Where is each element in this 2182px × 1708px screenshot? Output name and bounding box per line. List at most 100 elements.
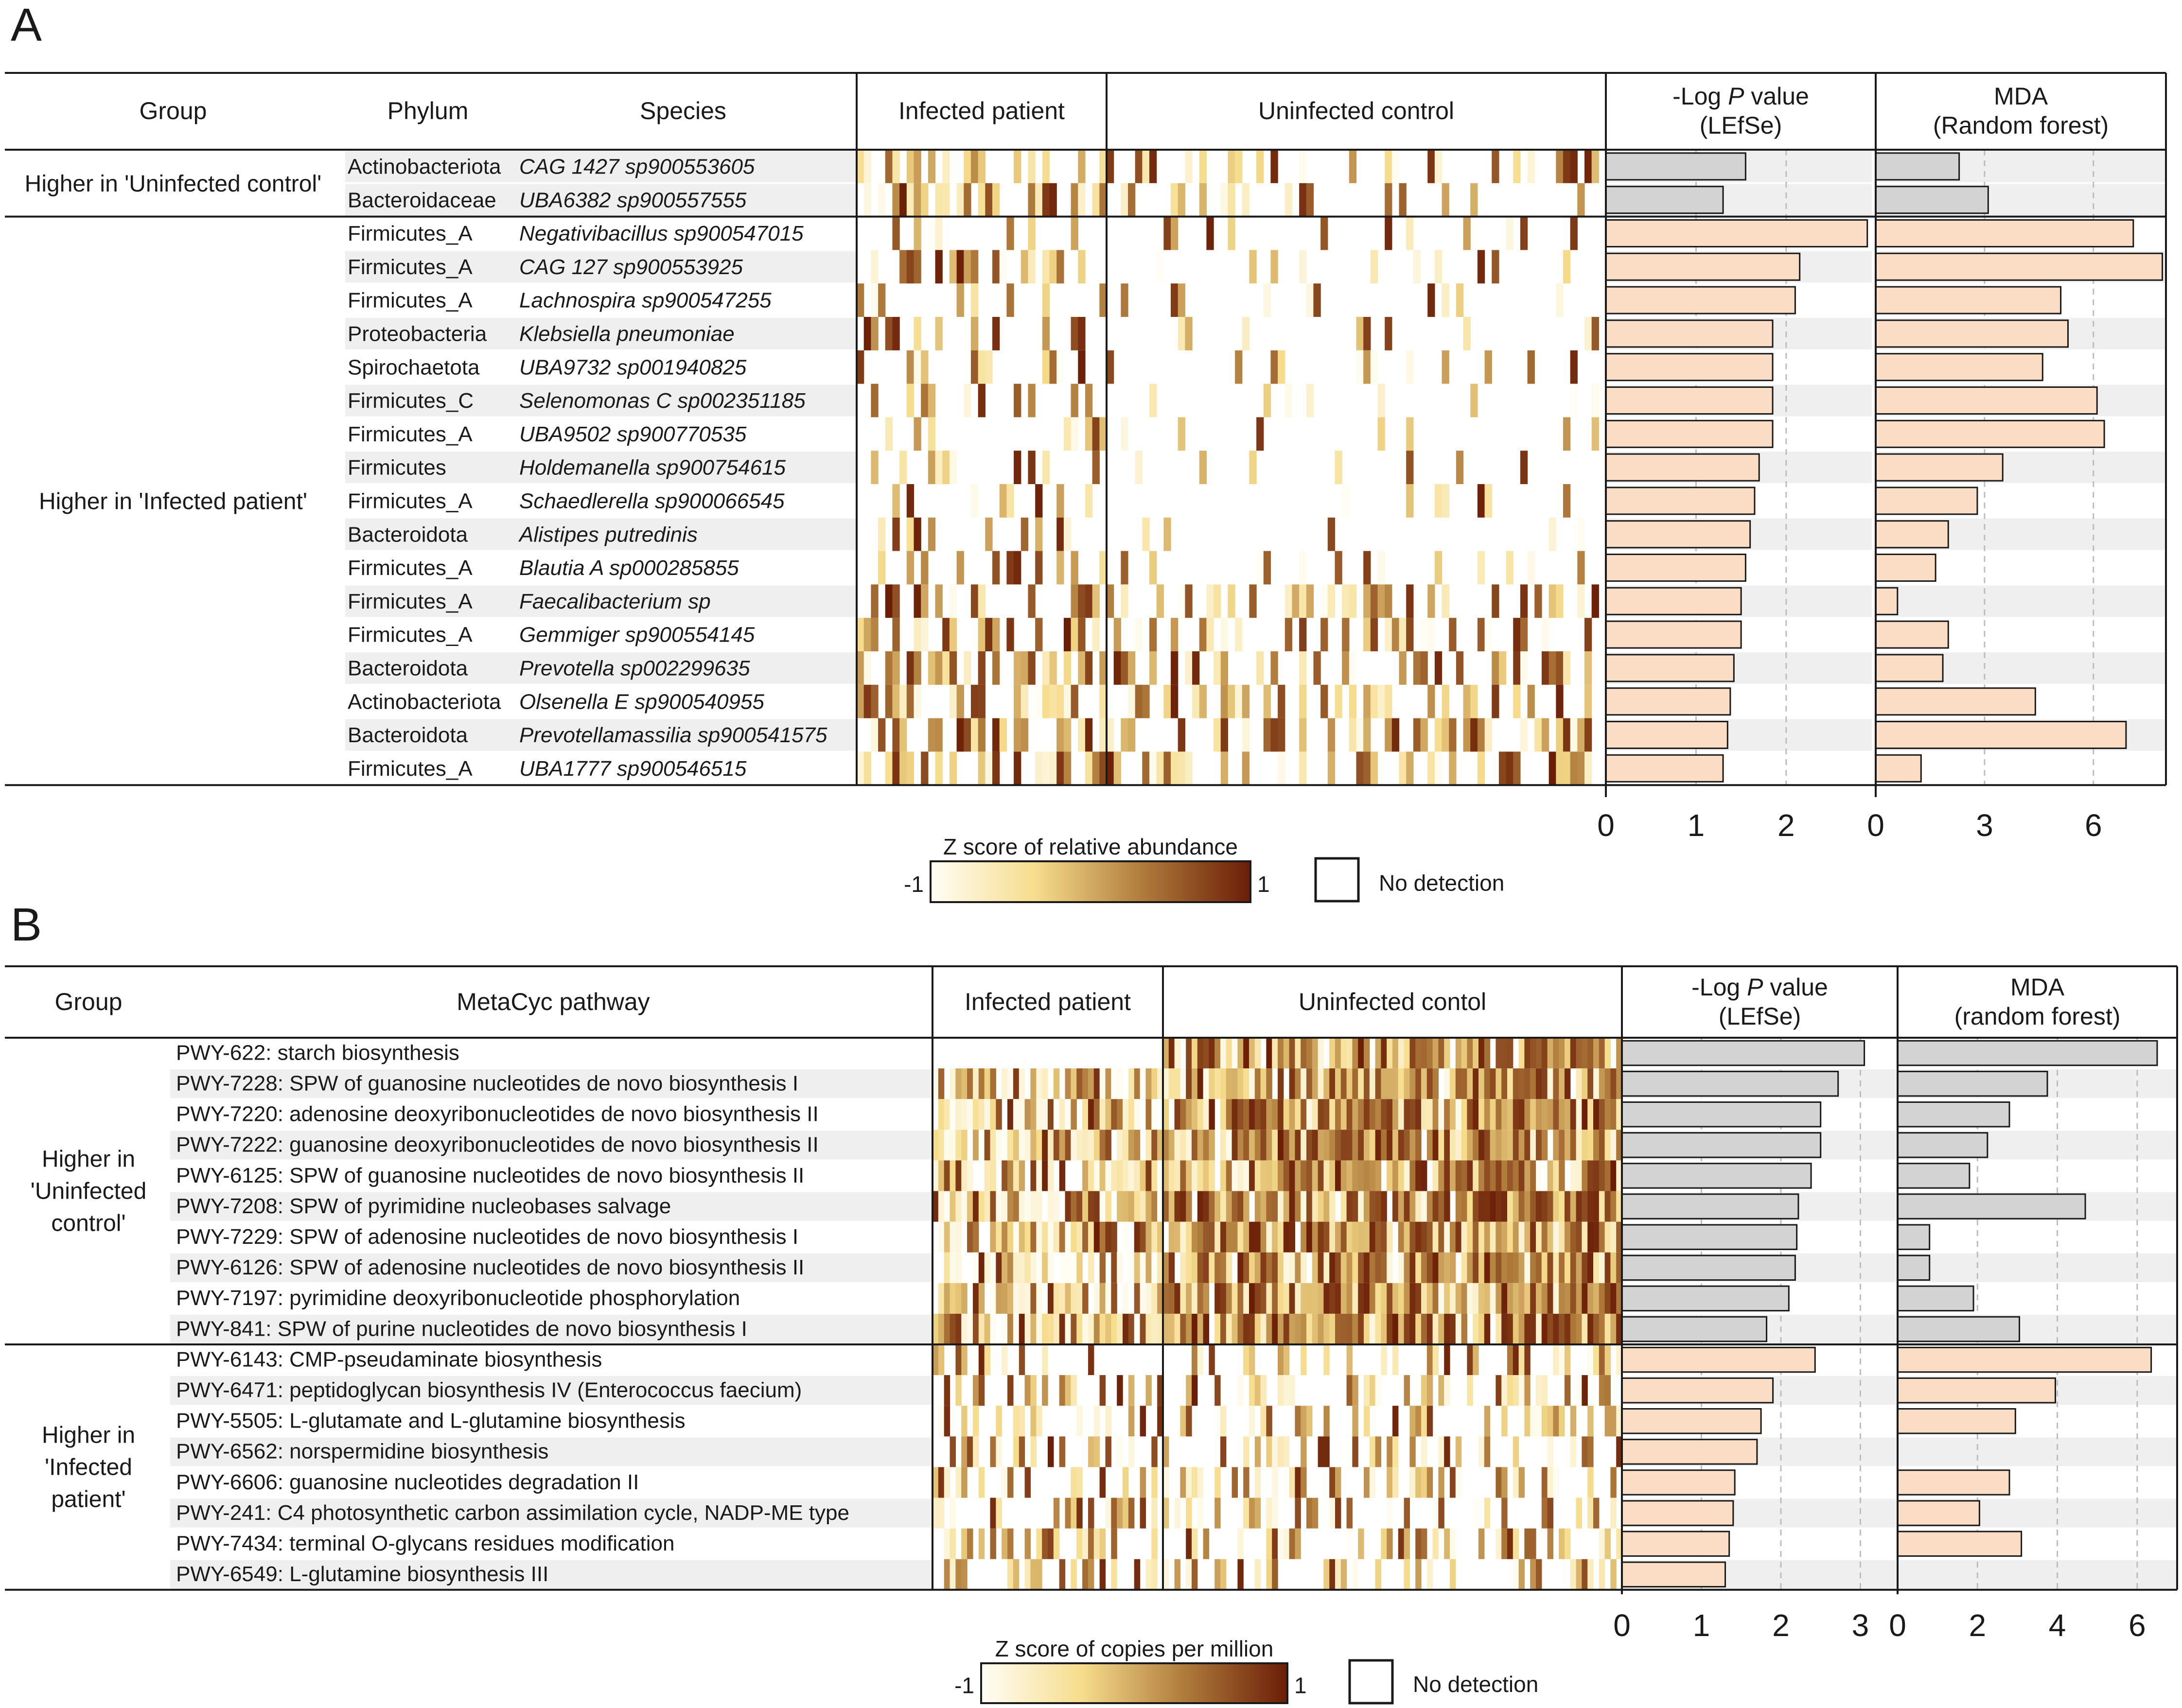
heatmap-cell <box>1306 1099 1313 1130</box>
heatmap-cell <box>928 517 936 551</box>
heatmap-cell <box>1140 1068 1146 1099</box>
heatmap-cell <box>961 1130 968 1161</box>
heatmap-cell <box>1048 1099 1054 1130</box>
heatmap-cell <box>1157 1068 1163 1099</box>
heatmap-cell <box>1117 1130 1123 1161</box>
heatmap-cell <box>1587 1191 1594 1222</box>
heatmap-cell <box>1501 1375 1508 1406</box>
heatmap-cell <box>1235 150 1243 183</box>
heatmap-cell <box>1085 718 1093 752</box>
heatmap-cell <box>955 1191 962 1222</box>
heatmap-cell <box>1157 1252 1163 1283</box>
heatmap-cell <box>1387 1068 1393 1099</box>
heatmap-cell <box>996 1130 1002 1161</box>
mda-tick-label: 0 <box>1889 1608 1906 1643</box>
heatmap-cell <box>1438 1436 1444 1467</box>
heatmap-cell <box>1467 1344 1473 1376</box>
heatmap-cell <box>1513 1313 1519 1344</box>
heatmap-cell <box>1524 1221 1531 1253</box>
heatmap-cell <box>1484 1191 1491 1222</box>
heatmap-cell <box>1599 1191 1605 1222</box>
heatmap-cell <box>1496 1375 1502 1406</box>
heatmap-cell <box>928 417 936 451</box>
heatmap-cell <box>1197 1221 1204 1253</box>
heatmap-cell <box>1527 350 1535 384</box>
heatmap-cell <box>1228 183 1235 217</box>
heatmap-cell <box>1426 1375 1433 1406</box>
heatmap-cell <box>1024 1467 1031 1498</box>
row-stripe <box>345 184 857 216</box>
heatmap-cell <box>1570 1406 1577 1437</box>
heatmap-cell <box>1266 1406 1272 1437</box>
heatmap-cell <box>961 1467 968 1498</box>
heatmap-cell <box>1318 1099 1324 1130</box>
heatmap-cell <box>1534 718 1542 752</box>
heatmap-cell <box>1278 1344 1284 1376</box>
heatmap-cell <box>1082 1068 1089 1099</box>
heatmap-cell <box>1243 1313 1249 1344</box>
heatmap-cell <box>1438 1498 1444 1529</box>
heatmap-cell <box>928 216 936 250</box>
heatmap-cell <box>1289 1313 1295 1344</box>
heatmap-cell <box>1180 1160 1186 1191</box>
heatmap-cell <box>1266 1191 1272 1222</box>
heatmap-cell <box>892 517 900 551</box>
heatmap-cell <box>1576 1283 1582 1314</box>
heatmap-cell <box>1335 684 1342 718</box>
heatmap-cell <box>863 183 871 217</box>
heatmap-cell <box>1299 751 1307 785</box>
heatmap-cell <box>1387 1498 1393 1529</box>
heatmap-cell <box>1391 618 1400 651</box>
heatmap-cell <box>1576 1559 1582 1590</box>
heatmap-cell <box>1438 1375 1444 1406</box>
heatmap-cell <box>1099 1313 1106 1344</box>
heatmap-cell <box>1582 1313 1588 1344</box>
heatmap-cell <box>1467 1038 1473 1069</box>
header-infected: Infected patient <box>965 988 1131 1015</box>
heatmap-cell <box>970 584 979 618</box>
heatmap-cell <box>1019 1160 1025 1191</box>
heatmap-cell <box>1484 1252 1491 1283</box>
heatmap-cell <box>1593 1099 1600 1130</box>
heatmap-cell <box>1123 1467 1129 1498</box>
heatmap-cell <box>1099 1528 1106 1559</box>
heatmap-cell <box>1226 1038 1232 1069</box>
heatmap-cell <box>1007 1191 1014 1222</box>
species-label: Negativibacillus sp900547015 <box>519 222 804 245</box>
heatmap-cell <box>1059 1252 1066 1283</box>
heatmap-cell <box>1513 1283 1519 1314</box>
heatmap-cell <box>1030 1559 1037 1590</box>
heatmap-cell <box>1301 1099 1307 1130</box>
heatmap-cell <box>1078 150 1086 183</box>
heatmap-cell <box>1513 1068 1519 1099</box>
heatmap-cell <box>1056 684 1064 718</box>
heatmap-cell <box>1099 1068 1106 1099</box>
heatmap-cell <box>1587 1252 1594 1283</box>
heatmap-cell <box>1197 1038 1204 1069</box>
heatmap-cell <box>1610 1467 1617 1498</box>
heatmap-cell <box>1053 1528 1060 1559</box>
heatmap-cell <box>1174 1068 1180 1099</box>
heatmap-cell <box>1427 618 1435 651</box>
heatmap-cell <box>1415 1252 1422 1283</box>
heatmap-cell <box>1226 1099 1232 1130</box>
heatmap-cell <box>1450 1528 1456 1559</box>
heatmap-cell <box>1409 1313 1416 1344</box>
heatmap-cell <box>1263 383 1271 418</box>
heatmap-cell <box>1484 1099 1491 1130</box>
heatmap-cell <box>1006 283 1014 317</box>
heatmap-cell <box>1178 283 1185 317</box>
heatmap-cell <box>1237 1559 1244 1590</box>
heatmap-cell <box>1369 1130 1376 1161</box>
heatmap-cell <box>871 618 879 651</box>
heatmap-cell <box>1048 1068 1054 1099</box>
heatmap-cell <box>1295 1160 1301 1191</box>
heatmap-cell <box>1249 1160 1255 1191</box>
heatmap-cell <box>1093 1068 1100 1099</box>
heatmap-cell <box>1123 1191 1129 1222</box>
heatmap-cell <box>1527 551 1535 585</box>
heatmap-cell <box>1030 1160 1037 1191</box>
heatmap-cell <box>1518 1313 1525 1344</box>
heatmap-cell <box>1078 317 1086 350</box>
heatmap-cell <box>1340 1559 1347 1590</box>
